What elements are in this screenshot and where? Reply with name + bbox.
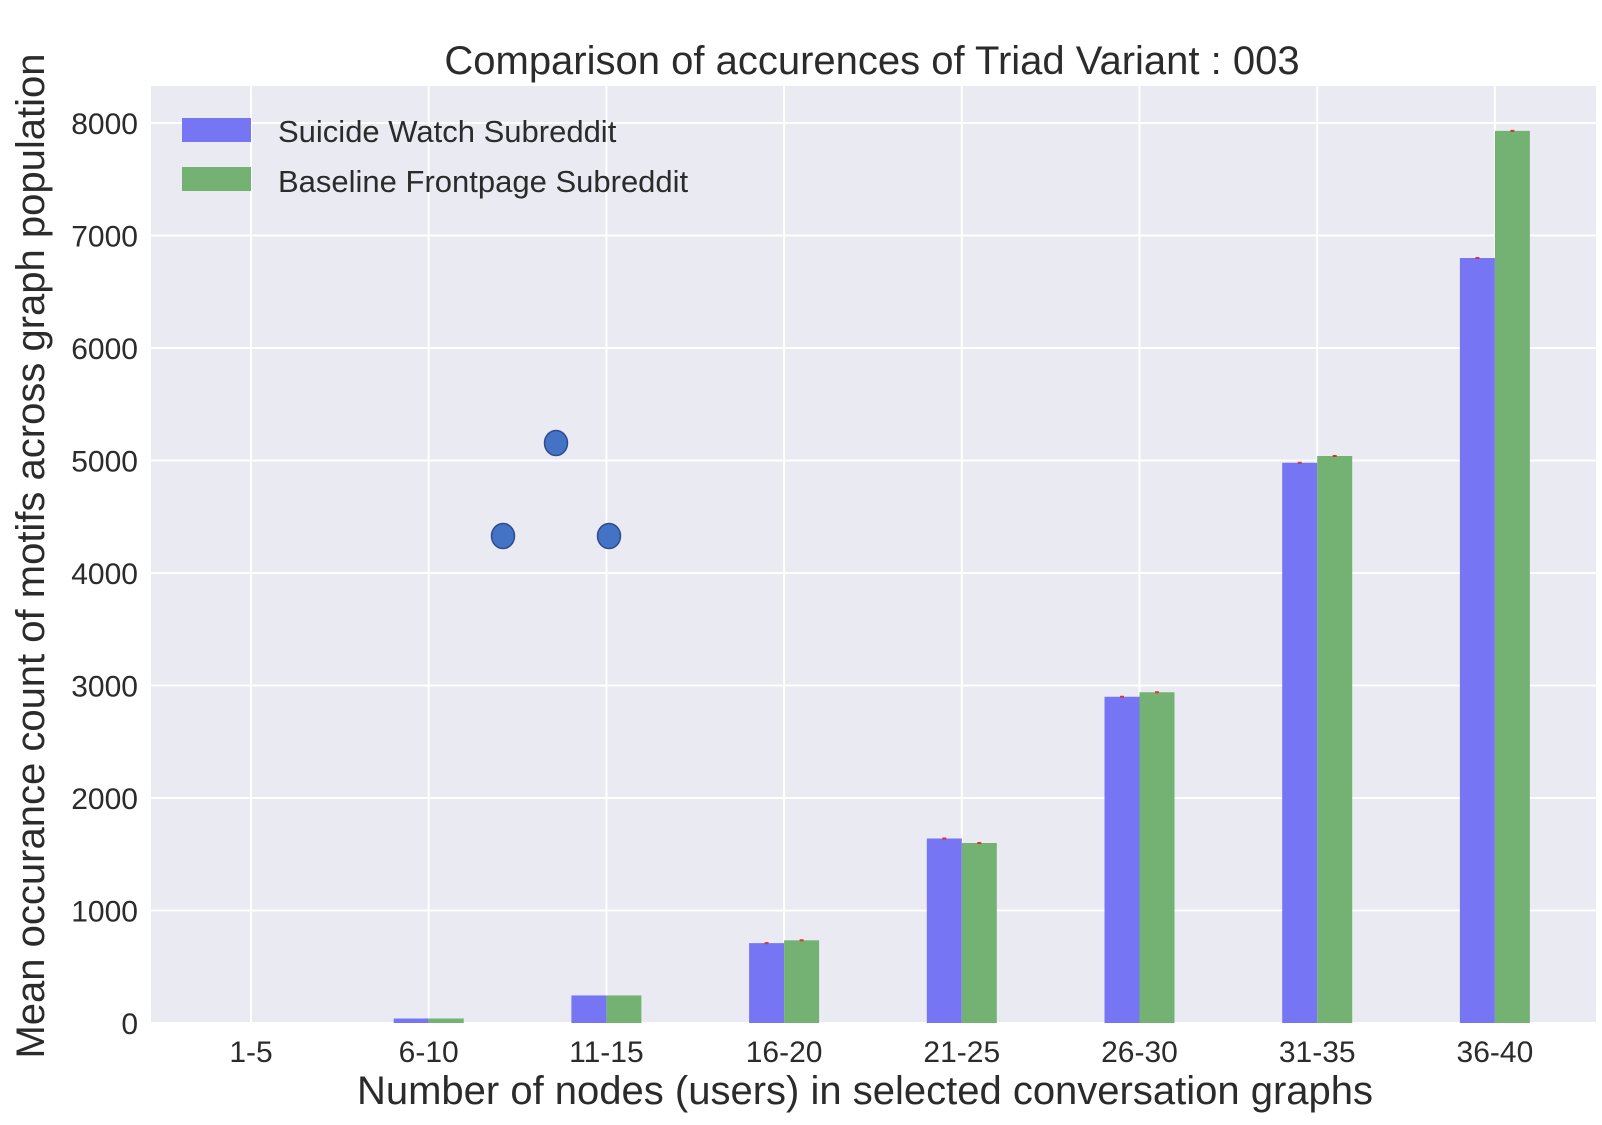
bar-baseline-frontpage <box>606 995 642 1023</box>
y-axis-ticks: 0 1000 2000 3000 4000 5000 6000 7000 8000 <box>71 108 138 1041</box>
x-tick-label: 36-40 <box>1457 1036 1534 1069</box>
bar-suicide-watch <box>393 1018 429 1023</box>
x-tick-label: 31-35 <box>1279 1036 1356 1069</box>
plot-area <box>151 86 1596 1023</box>
x-tick-label: 11-15 <box>569 1036 644 1069</box>
y-tick-label: 6000 <box>71 333 138 366</box>
x-tick-label: 1-5 <box>229 1036 272 1069</box>
y-axis-label: Mean occurance count of motifs across gr… <box>9 53 53 1058</box>
x-tick-label: 21-25 <box>923 1036 1000 1069</box>
chart-title: Comparison of accurences of Triad Varian… <box>444 39 1299 83</box>
bar-baseline-frontpage <box>1317 456 1353 1023</box>
legend-swatch-suicide-watch <box>182 118 251 142</box>
bar-baseline-frontpage <box>961 843 997 1023</box>
bar-suicide-watch <box>1104 696 1140 1023</box>
legend-label-suicide-watch: Suicide Watch Subreddit <box>278 114 617 149</box>
motif-node-bottom-left <box>490 522 516 550</box>
y-tick-label: 4000 <box>71 558 138 591</box>
x-axis-label: Number of nodes (users) in selected conv… <box>357 1069 1373 1113</box>
bars <box>393 130 1530 1023</box>
bar-suicide-watch <box>926 838 962 1023</box>
bar-baseline-frontpage <box>1494 130 1530 1023</box>
bar-suicide-watch <box>571 995 607 1023</box>
bar-baseline-frontpage <box>1139 692 1175 1023</box>
x-tick-label: 6-10 <box>399 1036 459 1069</box>
legend: Suicide Watch Subreddit Baseline Frontpa… <box>182 114 689 199</box>
x-axis-ticks: 1-5 6-10 11-15 16-20 21-25 26-30 31-35 36-40 <box>229 1036 1533 1069</box>
y-tick-label: 1000 <box>71 896 138 929</box>
x-tick-label: 26-30 <box>1101 1036 1178 1069</box>
y-tick-label: 2000 <box>71 783 138 816</box>
bar-suicide-watch <box>1459 258 1495 1023</box>
bar-suicide-watch <box>749 943 785 1023</box>
y-tick-label: 8000 <box>71 108 138 141</box>
y-tick-label: 7000 <box>71 221 138 254</box>
y-tick-label: 3000 <box>71 671 138 704</box>
motif-node-bottom-right <box>596 522 622 550</box>
x-tick-label: 16-20 <box>746 1036 823 1069</box>
error-bars <box>764 129 1515 945</box>
y-tick-label: 5000 <box>71 446 138 479</box>
motif-node-top <box>543 429 569 457</box>
y-tick-label: 0 <box>121 1008 138 1041</box>
triad-motif-glyph <box>490 429 622 550</box>
legend-swatch-baseline-frontpage <box>182 167 251 191</box>
bar-baseline-frontpage <box>784 940 820 1023</box>
legend-label-baseline-frontpage: Baseline Frontpage Subreddit <box>278 164 689 199</box>
bar-suicide-watch <box>1282 462 1318 1023</box>
bar-baseline-frontpage <box>428 1018 464 1023</box>
